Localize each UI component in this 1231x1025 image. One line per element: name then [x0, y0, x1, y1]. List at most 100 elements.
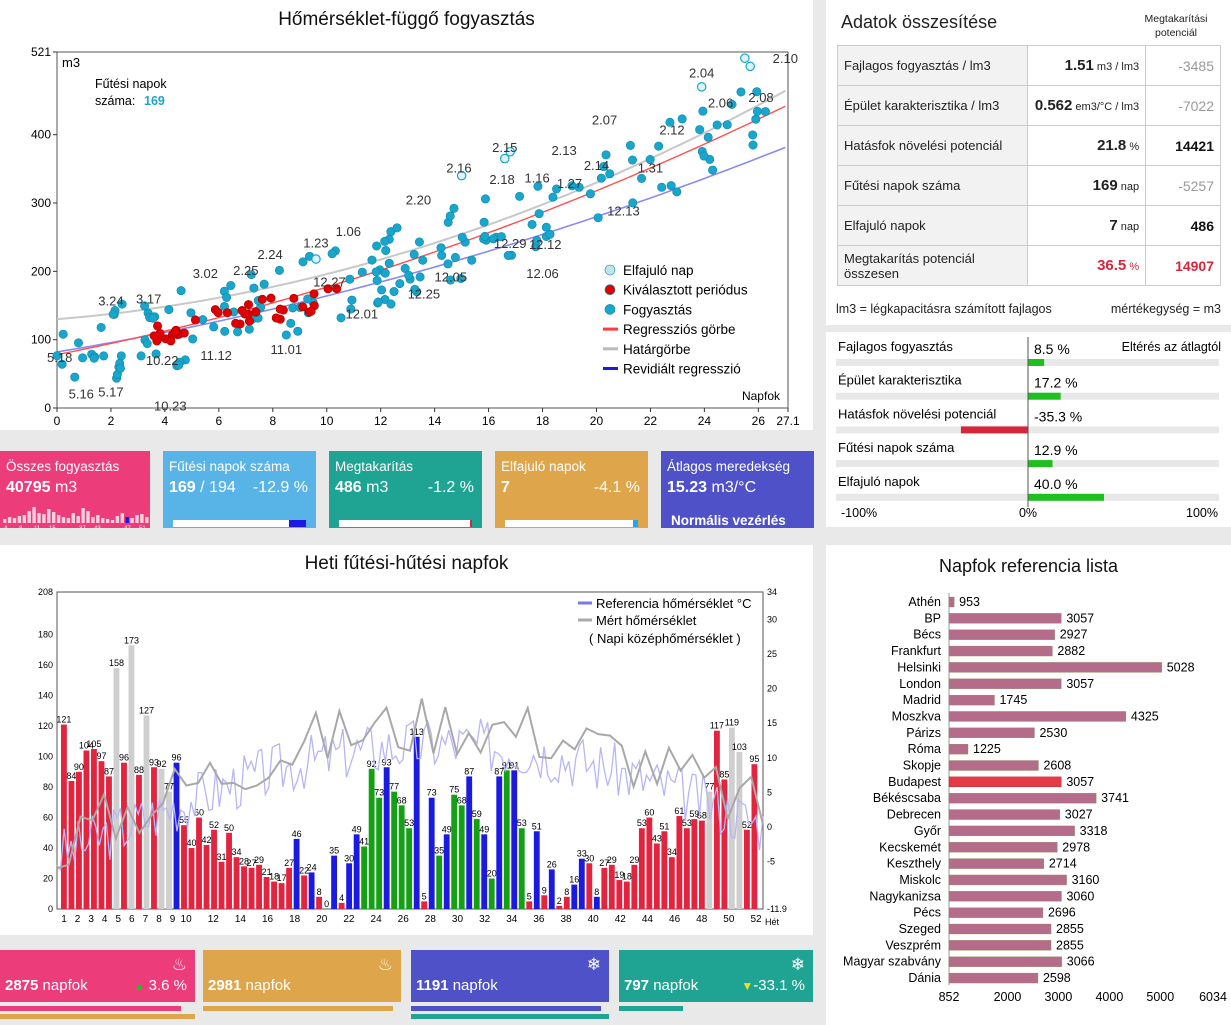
- consumption-point: [209, 322, 219, 332]
- reference-bar: [948, 662, 1162, 673]
- point-annotation: 1.16: [524, 171, 549, 186]
- weekly-bar-label: 27: [247, 858, 257, 868]
- consumption-point: [545, 229, 555, 239]
- selected-period-point: [309, 289, 319, 299]
- histogram-bar: [135, 515, 139, 523]
- histogram-bar: [27, 511, 31, 523]
- point-annotation: 2.14: [584, 158, 609, 173]
- deviation-fill: [960, 426, 1028, 434]
- consumption-point: [96, 322, 106, 332]
- right-tick-label: 10: [767, 753, 777, 763]
- weekly-bar: [428, 797, 435, 909]
- week-tick-label: 48: [696, 914, 708, 925]
- consumption-point: [605, 169, 615, 179]
- kpi-tile[interactable]: Összes fogyasztás 40795 m3 4 8 11 15 37 43 47 51: [0, 451, 150, 528]
- kpi-tile[interactable]: Átlagos meredekség 15.23 m3/°C Normális ve…: [661, 451, 814, 528]
- week-tick-label: 50: [723, 914, 735, 925]
- reference-value: 2714: [1049, 857, 1077, 871]
- reference-bar: [948, 678, 1062, 689]
- kpi-tile[interactable]: Megtakarítás 486 m3 -1.2 %: [329, 451, 482, 528]
- deviation-panel: Eltérés az átlagtól Fajlagos fogyasztás 8.…: [826, 332, 1231, 527]
- left-tick-label: 100: [38, 752, 53, 762]
- point-annotation: 12.29: [494, 236, 527, 251]
- consumption-point: [449, 203, 459, 213]
- consumption-point: [593, 213, 603, 223]
- weekly-bar-label: 73: [427, 788, 437, 798]
- reference-city: Helsinki: [897, 660, 941, 674]
- legend-label: ( Napi középhőmérséklet ): [589, 631, 741, 646]
- weekly-bar: [736, 752, 743, 909]
- bottom-kpi-tile[interactable]: 2981 napfok ♨: [203, 950, 401, 1002]
- selected-period-point: [306, 306, 316, 316]
- kpi-tile[interactable]: Fűtési napok száma 169 / 194 -12.9 %: [163, 451, 316, 528]
- deviation-pct: 17.2 %: [1034, 375, 1078, 391]
- weekly-bar-label: 173: [124, 635, 139, 645]
- left-tick-label: 0: [48, 904, 53, 914]
- deviation-header: Eltérés az átlagtól: [1122, 340, 1221, 354]
- weekly-chart: 020406080100120140160180208-11.9-5051015…: [38, 587, 787, 927]
- bottom-kpi-tile[interactable]: 797 napfok ❄ ▼-33.1 %: [619, 950, 813, 1002]
- consumption-point: [233, 327, 243, 337]
- consumption-point: [151, 349, 161, 359]
- consumption-point: [672, 187, 682, 197]
- bottom-kpi-tile[interactable]: 1191 napfok ❄: [411, 950, 609, 1002]
- consumption-point: [249, 283, 259, 293]
- weekly-bar: [286, 867, 293, 909]
- consumption-point: [436, 243, 446, 253]
- consumption-point: [115, 363, 125, 373]
- point-annotation: 1.23: [303, 235, 328, 250]
- weekly-bar: [338, 902, 345, 909]
- consumption-point: [703, 132, 713, 142]
- week-tick-label: 38: [560, 914, 572, 925]
- reference-value: 3741: [1101, 791, 1129, 805]
- right-tick-label: 0: [767, 822, 772, 832]
- left-tick-label: 20: [43, 874, 53, 884]
- reference-title: Napfok referencia lista: [938, 556, 1119, 576]
- reference-value: 3057: [1066, 611, 1094, 625]
- summary-value: 169 nap: [1027, 165, 1147, 206]
- consumption-point: [541, 222, 551, 232]
- scatter-panel: Hőmérséklet-függő fogyasztás 0 100 200 300 4…: [0, 0, 813, 430]
- kpi-value: 486 m3: [335, 479, 389, 496]
- left-tick-label: 208: [38, 587, 53, 597]
- weekly-bar: [713, 730, 720, 909]
- weekly-bar: [608, 864, 615, 909]
- reference-city: Magyar szabvány: [843, 955, 942, 969]
- weekly-bar-label: 84: [66, 771, 76, 781]
- weekly-bar: [203, 844, 210, 909]
- right-tick-label: 34: [767, 587, 777, 597]
- weekly-bar: [196, 817, 202, 909]
- reference-value: 3057: [1066, 677, 1094, 691]
- consumption-point: [527, 219, 537, 229]
- legend-marker: [604, 264, 616, 276]
- consumption-point: [677, 114, 687, 124]
- weekly-bar: [578, 858, 585, 909]
- weekly-bar: [391, 791, 398, 909]
- kpi-tile[interactable]: Elfajuló napok 7 -4.1 %: [495, 451, 648, 528]
- summary-potential: 14421: [1145, 125, 1221, 166]
- deviation-pct: 8.5 %: [1034, 341, 1070, 357]
- bottom-kpi-bar: [203, 1006, 394, 1011]
- weekly-bar: [301, 875, 308, 909]
- kpi-value: 40795 m3: [6, 479, 78, 496]
- point-annotation: 12.25: [408, 287, 441, 302]
- weekly-bar: [728, 727, 735, 909]
- point-annotation: 2.12: [659, 123, 684, 138]
- weekly-bar-label: 50: [224, 823, 234, 833]
- weekly-bar: [218, 861, 225, 909]
- point-annotation: 5.16: [69, 386, 94, 401]
- point-annotation: 2.25: [233, 263, 258, 278]
- consumption-point: [99, 351, 109, 361]
- consumption-point: [176, 286, 186, 296]
- bottom-kpi-unit: napfok: [38, 977, 88, 994]
- reference-x-tick: 852: [939, 990, 960, 1004]
- week-tick-label: 30: [452, 914, 464, 925]
- reference-x-tick: 4000: [1095, 990, 1123, 1004]
- consumption-point: [760, 107, 770, 117]
- weekly-bar: [256, 864, 262, 909]
- weekly-bar-label: 52: [742, 820, 752, 830]
- weekly-bar: [61, 724, 67, 909]
- deviation-label: Épület karakterisztika: [838, 373, 962, 388]
- weekly-bar: [271, 881, 278, 909]
- bottom-kpi-tile[interactable]: 2875 napfok ♨ ▲ 3.6 %: [0, 950, 195, 1002]
